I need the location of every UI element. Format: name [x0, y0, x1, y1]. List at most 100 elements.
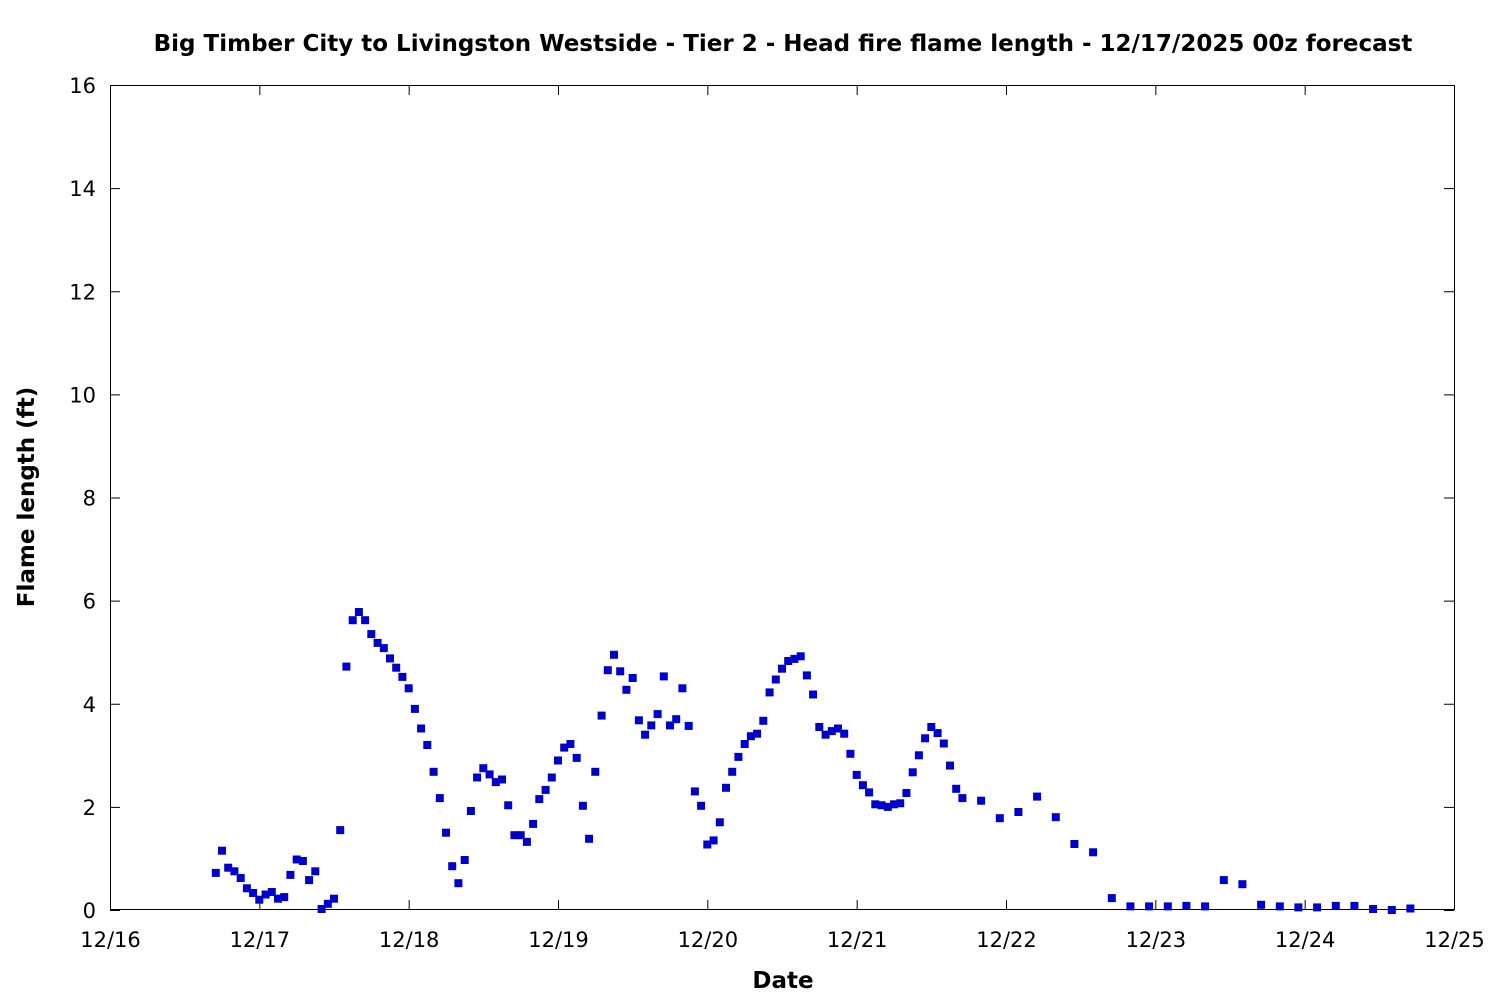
- data-point: [790, 654, 799, 663]
- data-point: [1014, 808, 1023, 816]
- data-point: [610, 650, 618, 659]
- data-point: [286, 870, 295, 879]
- data-point: [529, 819, 538, 828]
- data-point: [784, 657, 793, 665]
- data-point: [491, 778, 500, 787]
- data-point: [267, 888, 276, 896]
- data-point: [522, 837, 531, 846]
- data-point: [510, 831, 519, 840]
- data-point: [802, 671, 811, 680]
- data-point: [367, 630, 376, 639]
- data-point: [703, 840, 712, 849]
- data-point: [977, 796, 986, 805]
- data-point: [672, 715, 681, 724]
- data-point: [566, 740, 575, 748]
- data-point: [541, 785, 550, 794]
- data-point: [1331, 901, 1340, 910]
- y-tick-label: 2: [83, 796, 96, 820]
- data-point: [572, 753, 581, 762]
- data-point: [323, 899, 332, 908]
- data-point: [298, 857, 307, 865]
- data-point: [1238, 880, 1247, 889]
- data-point: [1033, 792, 1042, 801]
- data-point: [448, 862, 457, 871]
- x-tick-label: 12/24: [1275, 928, 1336, 952]
- data-point: [516, 831, 525, 840]
- data-point: [622, 685, 631, 694]
- data-point: [423, 741, 432, 749]
- data-point: [591, 767, 600, 776]
- chart-title: Big Timber City to Livingston Westside -…: [154, 31, 1413, 57]
- data-point: [305, 876, 314, 885]
- data-point: [771, 675, 780, 684]
- data-point: [578, 801, 587, 810]
- data-point: [460, 856, 469, 864]
- x-tick-label: 12/21: [827, 928, 888, 952]
- data-point: [404, 684, 413, 693]
- data-point: [597, 711, 606, 720]
- x-axis-label: Date: [752, 968, 813, 994]
- data-point: [952, 784, 961, 793]
- data-point: [927, 723, 936, 731]
- data-point: [249, 889, 258, 897]
- data-point: [840, 729, 849, 738]
- data-point: [746, 732, 755, 741]
- x-axis: 12/16 12/17 12/18 12/19 12/20 12/21 12/22 12/23…: [80, 85, 1485, 952]
- data-point: [871, 800, 880, 809]
- data-point: [647, 721, 656, 730]
- data-point: [715, 818, 724, 827]
- data-point: [753, 729, 762, 738]
- data-point: [815, 723, 824, 731]
- data-point: [473, 773, 482, 782]
- data-point: [255, 895, 264, 904]
- data-point: [361, 616, 370, 625]
- data-point: [354, 608, 363, 616]
- data-point: [554, 756, 562, 765]
- data-point: [865, 788, 874, 797]
- data-point: [1089, 848, 1098, 857]
- data-point: [1406, 904, 1415, 913]
- data-point: [410, 704, 419, 713]
- data-point: [1275, 902, 1284, 911]
- y-tick-label: 8: [83, 487, 96, 511]
- data-point: [485, 770, 494, 779]
- data-point: [958, 794, 967, 803]
- y-axis: 0 2 4 6 8 10 12 14 16: [69, 74, 1454, 923]
- data-point: [379, 644, 388, 653]
- data-point: [585, 834, 594, 843]
- data-point: [330, 894, 338, 903]
- data-point: [466, 807, 475, 815]
- data-point: [902, 789, 911, 797]
- data-point: [547, 773, 556, 782]
- data-point: [442, 828, 450, 837]
- data-point: [914, 751, 923, 760]
- x-tick-label: 12/17: [230, 928, 291, 952]
- data-point: [939, 739, 948, 748]
- x-tick-label: 12/18: [379, 928, 440, 952]
- data-point: [921, 734, 930, 743]
- data-point: [1294, 903, 1303, 912]
- y-tick-label: 16: [69, 74, 96, 98]
- y-tick-label: 12: [69, 280, 96, 304]
- data-point: [218, 846, 226, 855]
- data-points: [211, 608, 1415, 914]
- data-point: [1313, 903, 1322, 912]
- data-point: [1163, 902, 1172, 911]
- y-tick-label: 14: [69, 177, 96, 201]
- data-point: [765, 688, 774, 697]
- data-point: [535, 795, 544, 804]
- data-point: [429, 767, 438, 776]
- data-point: [435, 794, 444, 803]
- data-point: [908, 768, 917, 777]
- data-point: [684, 721, 693, 730]
- data-point: [236, 874, 245, 882]
- data-point: [628, 674, 637, 682]
- data-point: [479, 764, 488, 773]
- data-point: [946, 761, 954, 770]
- data-point: [1051, 813, 1060, 822]
- data-point: [1107, 894, 1116, 903]
- x-tick-label: 12/19: [528, 928, 589, 952]
- data-point: [504, 801, 513, 810]
- data-point: [224, 863, 233, 872]
